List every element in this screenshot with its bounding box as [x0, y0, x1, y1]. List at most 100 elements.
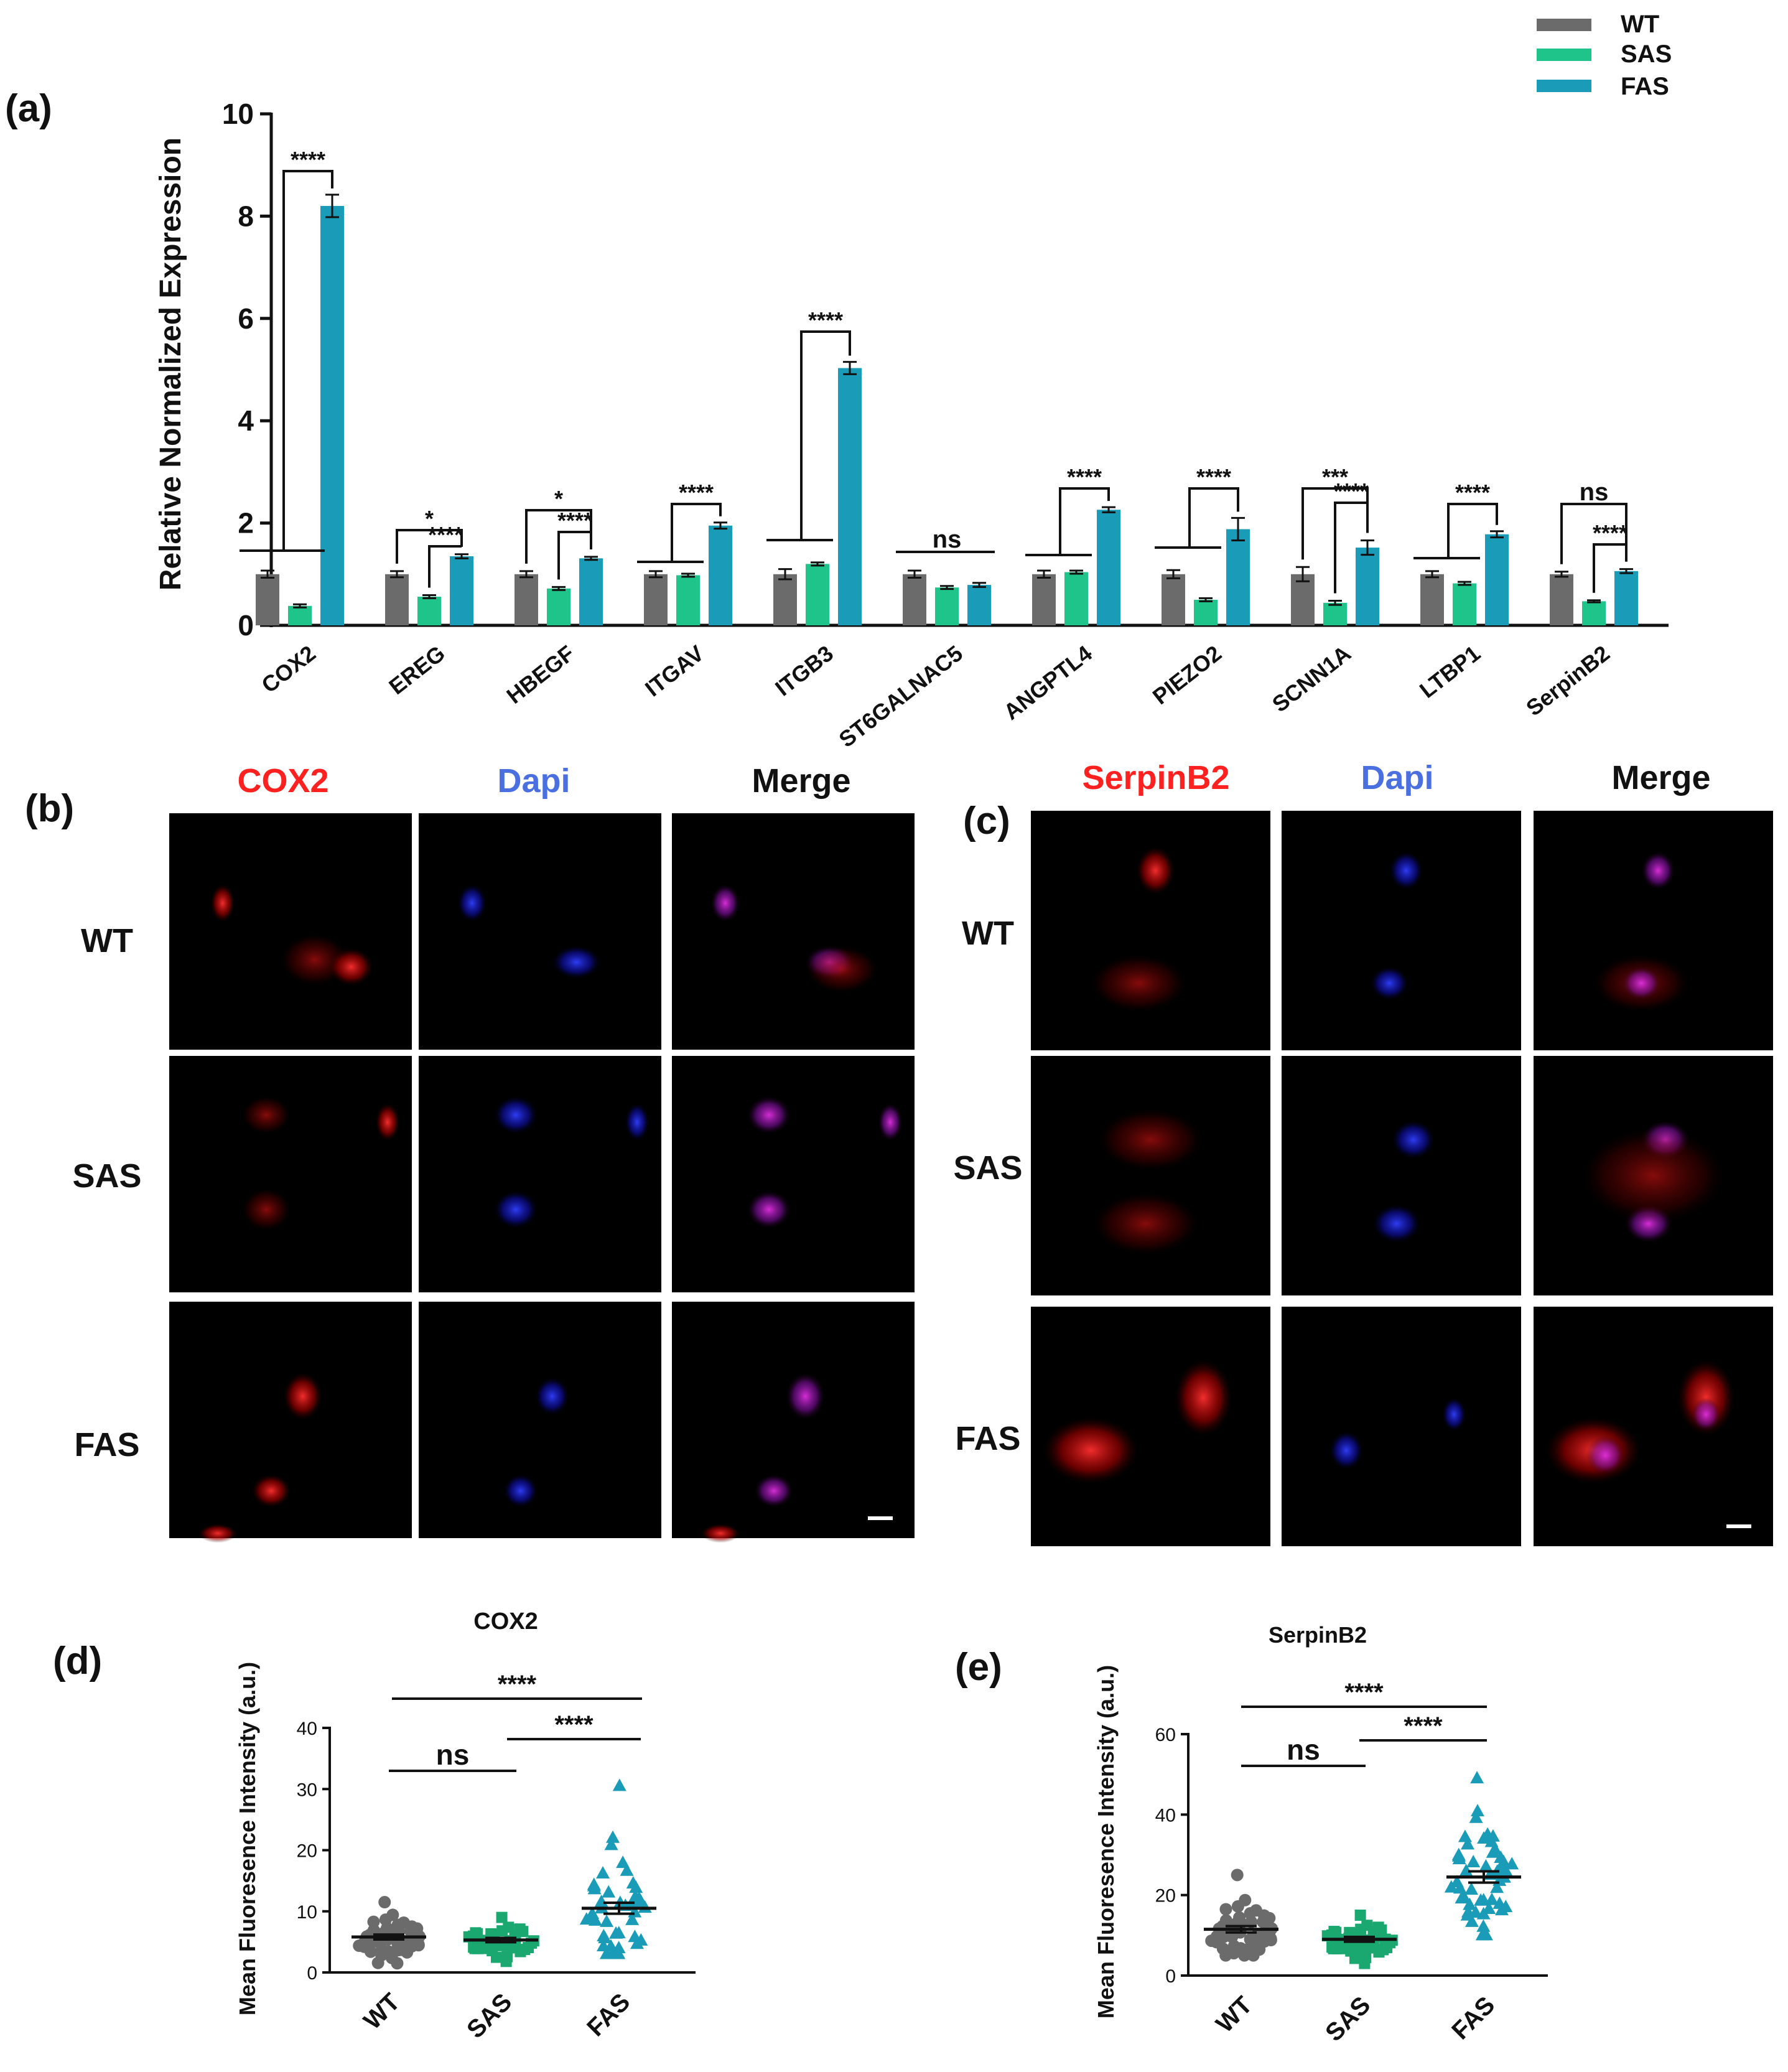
bar-sas: [1194, 599, 1218, 625]
significance-label: ****: [291, 147, 325, 172]
cox2-image-r3c3: [672, 1302, 915, 1543]
data-point-sas: [501, 1951, 513, 1962]
data-point-wt: [1231, 1900, 1244, 1913]
cell-signal: [1389, 851, 1423, 890]
bar-wt: [1420, 574, 1444, 625]
micrograph-background: [1282, 811, 1521, 1050]
serpinb2-image-r1c1: [1031, 811, 1270, 1050]
cell-signal: [1136, 846, 1175, 895]
data-point-fas: [1455, 1891, 1469, 1904]
data-point-wt: [358, 1940, 371, 1953]
bar-fas: [967, 585, 991, 625]
legend-swatch-fas: [1537, 80, 1591, 92]
cell-signal: [1622, 966, 1661, 1001]
x-tick-label: EREG: [384, 640, 450, 699]
cox2-image-r1c1: [169, 813, 412, 1050]
legend-label-fas: FAS: [1621, 73, 1669, 100]
panel-label-b: (b): [25, 787, 74, 830]
col-header-dapi: Dapi: [1361, 759, 1433, 796]
y-tick-label: 6: [238, 302, 254, 335]
serpinb2-image-r2c3: [1534, 1056, 1773, 1295]
significance-bracket: [557, 531, 592, 580]
micrograph-background: [419, 813, 661, 1050]
significance-label: ****: [498, 1671, 537, 1698]
bar-sas: [417, 596, 441, 625]
x-tick-label: ITGB3: [770, 640, 838, 701]
micrograph-background: [1282, 1307, 1521, 1546]
x-tick-label: HBEGF: [501, 640, 579, 709]
y-axis-label: Mean Fluoresence Intensity (a.u.): [235, 1662, 260, 2015]
cell-signal: [503, 1474, 538, 1508]
cell-signal: [535, 1377, 569, 1416]
data-point-fas: [1476, 1919, 1491, 1932]
scale-bar: [1726, 1524, 1751, 1528]
bar-fas: [1226, 529, 1250, 625]
micrograph-background: [1534, 811, 1773, 1050]
data-point-sas: [496, 1911, 508, 1923]
significance-label: ****: [1455, 480, 1490, 505]
legend-label-sas: SAS: [1621, 40, 1672, 68]
data-point-fas: [612, 1778, 626, 1791]
cell-signal: [552, 945, 601, 979]
data-point-fas: [604, 1837, 618, 1850]
cell-signal: [747, 1190, 791, 1229]
serpinb2-image-r3c2: [1282, 1307, 1521, 1546]
micrograph-background: [672, 1056, 915, 1292]
data-point-fas: [600, 1914, 614, 1927]
significance-label: ****: [428, 522, 463, 548]
y-axis-label: Mean Fluoresence Intensity (a.u.): [1093, 1665, 1119, 2018]
y-tick-label: 10: [297, 1902, 317, 1923]
significance-bracket: [1334, 502, 1369, 594]
cell-signal: [878, 1103, 903, 1141]
bar-sas: [1453, 583, 1476, 625]
x-tick-label: ANGPTL4: [999, 640, 1097, 725]
cox2-image-r2c1: [169, 1056, 412, 1292]
micrograph-background: [1031, 1056, 1270, 1295]
bar-wt: [1162, 574, 1185, 625]
cell-signal: [375, 1103, 400, 1141]
significance-label: ****: [1593, 520, 1627, 546]
significance-bracket: [1593, 543, 1627, 593]
data-point-fas: [1463, 1897, 1477, 1910]
significance-label: *: [554, 486, 563, 511]
cell-signal: [754, 1474, 794, 1508]
data-point-wt: [1219, 1903, 1232, 1916]
y-tick-label: 0: [307, 1963, 317, 1984]
data-point-fas: [1488, 1842, 1502, 1855]
significance-label: ****: [808, 307, 843, 333]
bar-fas: [1614, 571, 1638, 625]
legend-swatch-sas: [1537, 49, 1591, 61]
data-point-fas: [605, 1830, 620, 1843]
data-point-fas: [587, 1882, 602, 1895]
micrograph-background: [169, 813, 412, 1050]
significance-label: ns: [933, 526, 962, 553]
data-point-fas: [596, 1938, 610, 1951]
cell-signal: [493, 1190, 538, 1229]
cell-signal: [625, 1103, 650, 1141]
bar-fas: [1485, 534, 1509, 625]
data-point-wt: [1250, 1904, 1263, 1917]
data-point-fas: [634, 1933, 648, 1946]
bar-wt: [385, 574, 409, 625]
cell-signal: [1370, 966, 1409, 1001]
significance-label: ns: [436, 1738, 470, 1771]
scale-bar: [868, 1516, 893, 1520]
x-tick-label: SAS: [1320, 1991, 1376, 2046]
data-point-fas: [1482, 1902, 1496, 1915]
data-point-fas: [1499, 1900, 1513, 1913]
cell-signal: [1677, 1359, 1735, 1436]
data-point-sas: [1354, 1910, 1366, 1921]
serpinb2-image-r3c1: [1031, 1307, 1270, 1546]
y-axis-label: Relative Normalized Expression: [154, 138, 187, 590]
significance-label: ****: [1344, 1679, 1384, 1706]
x-tick-label: SCNN1A: [1267, 640, 1356, 717]
significance-bracket: [1447, 503, 1498, 558]
x-tick-label: FAS: [582, 1988, 635, 2042]
cell-signal: [329, 948, 373, 986]
significance-label: ns: [1580, 478, 1609, 506]
data-point-fas: [599, 1946, 613, 1959]
cell-signal: [1091, 954, 1187, 1012]
data-point-wt: [1258, 1935, 1271, 1948]
x-tick-label: ST6GALNAC5: [834, 640, 967, 752]
cell-signal: [210, 884, 235, 922]
